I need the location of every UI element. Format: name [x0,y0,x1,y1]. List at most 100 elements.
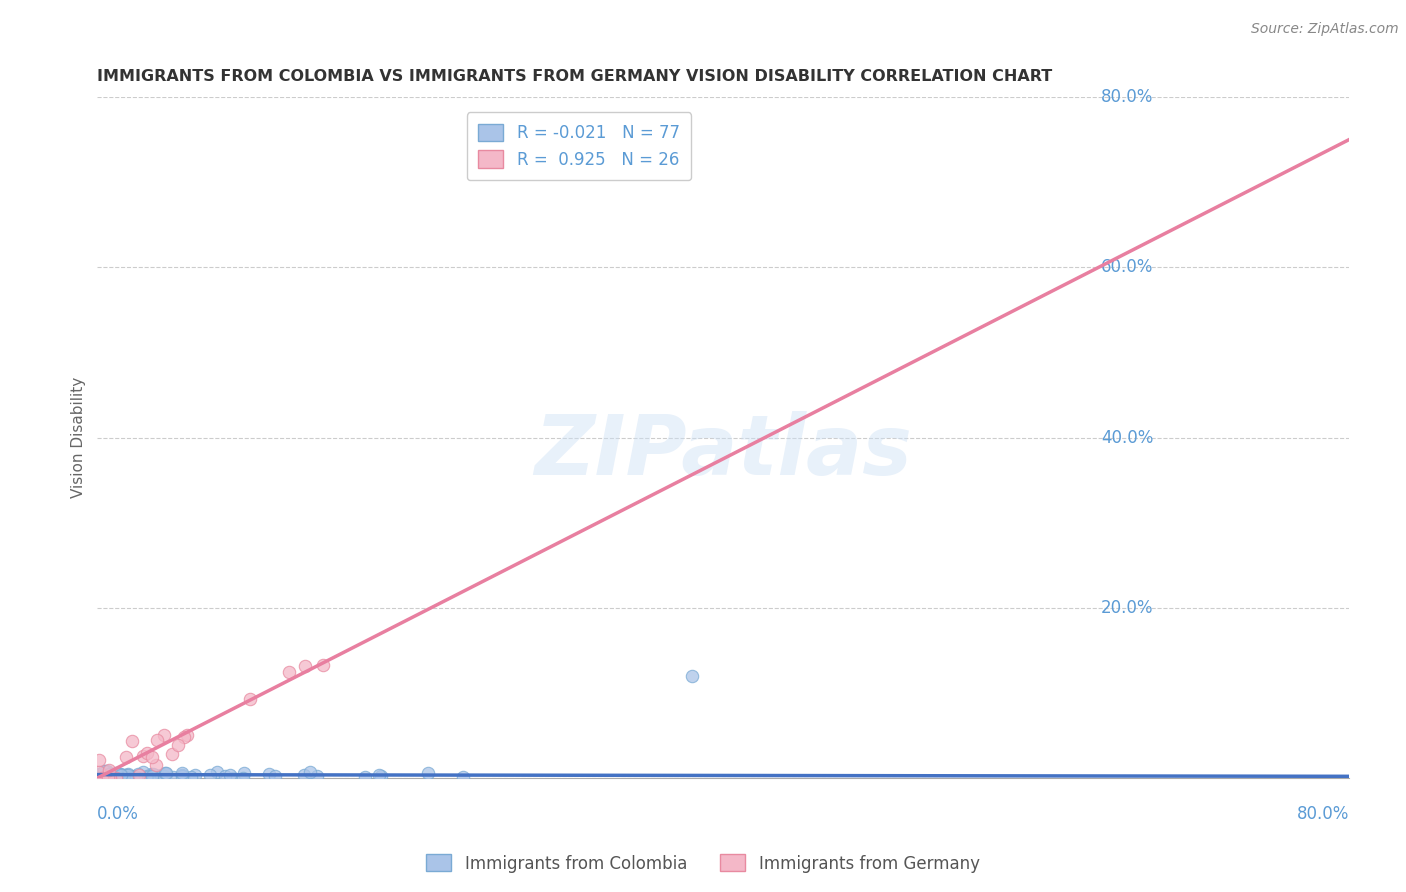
Point [222,771,245,785]
Point [152,728,174,742]
Point [218,768,240,782]
Point [93,770,115,784]
Point [150,768,173,782]
Point [299,765,322,780]
Point [1385,158,1406,172]
Point [86,771,108,785]
Point [91,769,114,783]
Point [368,768,391,782]
Point [87,767,110,781]
Point [232,766,254,780]
Point [153,766,176,780]
Point [114,769,136,783]
Point [155,765,177,780]
Point [89,767,111,781]
Point [135,770,157,784]
Point [90,771,112,785]
Point [100,769,122,783]
Y-axis label: Vision Disability: Vision Disability [72,377,86,499]
Point [117,766,139,780]
Point [124,770,146,784]
Point [184,768,207,782]
Legend: Immigrants from Colombia, Immigrants from Germany: Immigrants from Colombia, Immigrants fro… [419,847,987,880]
Point [90,769,112,783]
Point [180,770,202,784]
Point [451,770,474,784]
Point [125,769,148,783]
Point [114,768,136,782]
Point [214,768,236,782]
Point [117,768,139,782]
Point [105,766,128,780]
Point [141,769,163,783]
Point [91,771,114,785]
Point [257,766,280,780]
Point [104,768,127,782]
Text: 60.0%: 60.0% [1101,259,1153,277]
Point [239,692,262,706]
Text: ZIPatlas: ZIPatlas [534,410,912,491]
Point [353,770,375,784]
Point [103,769,125,783]
Point [146,733,169,747]
Point [160,747,183,761]
Point [127,767,149,781]
Point [93,764,115,779]
Point [104,771,127,785]
Point [122,770,145,784]
Point [141,766,163,780]
Point [97,767,120,781]
Point [152,768,174,782]
Point [115,770,138,784]
Point [200,768,222,782]
Point [105,769,128,783]
Point [311,657,333,672]
Point [121,734,143,748]
Point [110,768,132,782]
Point [112,768,135,782]
Point [170,769,193,783]
Point [108,767,131,781]
Point [100,768,122,782]
Point [128,768,150,782]
Point [370,769,392,783]
Text: 20.0%: 20.0% [1101,599,1153,616]
Point [125,770,148,784]
Point [94,764,117,779]
Text: 80.0%: 80.0% [1296,805,1348,823]
Point [307,769,329,783]
Point [170,768,193,782]
Point [166,738,188,752]
Point [136,768,159,782]
Point [87,753,110,767]
Point [97,771,120,785]
Point [136,746,159,760]
Point [96,764,118,779]
Point [93,771,115,785]
Point [173,730,195,744]
Point [145,758,167,772]
Point [277,665,299,680]
Point [101,768,124,782]
Point [172,765,194,780]
Point [97,763,120,777]
Point [98,771,121,785]
Point [100,769,122,783]
Point [93,768,115,782]
Point [108,767,131,781]
Point [143,768,166,782]
Text: 40.0%: 40.0% [1101,428,1153,447]
Point [115,749,138,764]
Text: Source: ZipAtlas.com: Source: ZipAtlas.com [1251,22,1399,37]
Point [124,769,146,783]
Point [162,770,184,784]
Point [90,770,112,784]
Point [176,729,198,743]
Text: 80.0%: 80.0% [1101,88,1153,106]
Point [155,767,177,781]
Point [94,771,117,785]
Text: IMMIGRANTS FROM COLOMBIA VS IMMIGRANTS FROM GERMANY VISION DISABILITY CORRELATIO: IMMIGRANTS FROM COLOMBIA VS IMMIGRANTS F… [97,69,1053,84]
Point [87,765,110,780]
Point [142,767,165,781]
Legend: R = -0.021   N = 77, R =  0.925   N = 26: R = -0.021 N = 77, R = 0.925 N = 26 [467,112,692,180]
